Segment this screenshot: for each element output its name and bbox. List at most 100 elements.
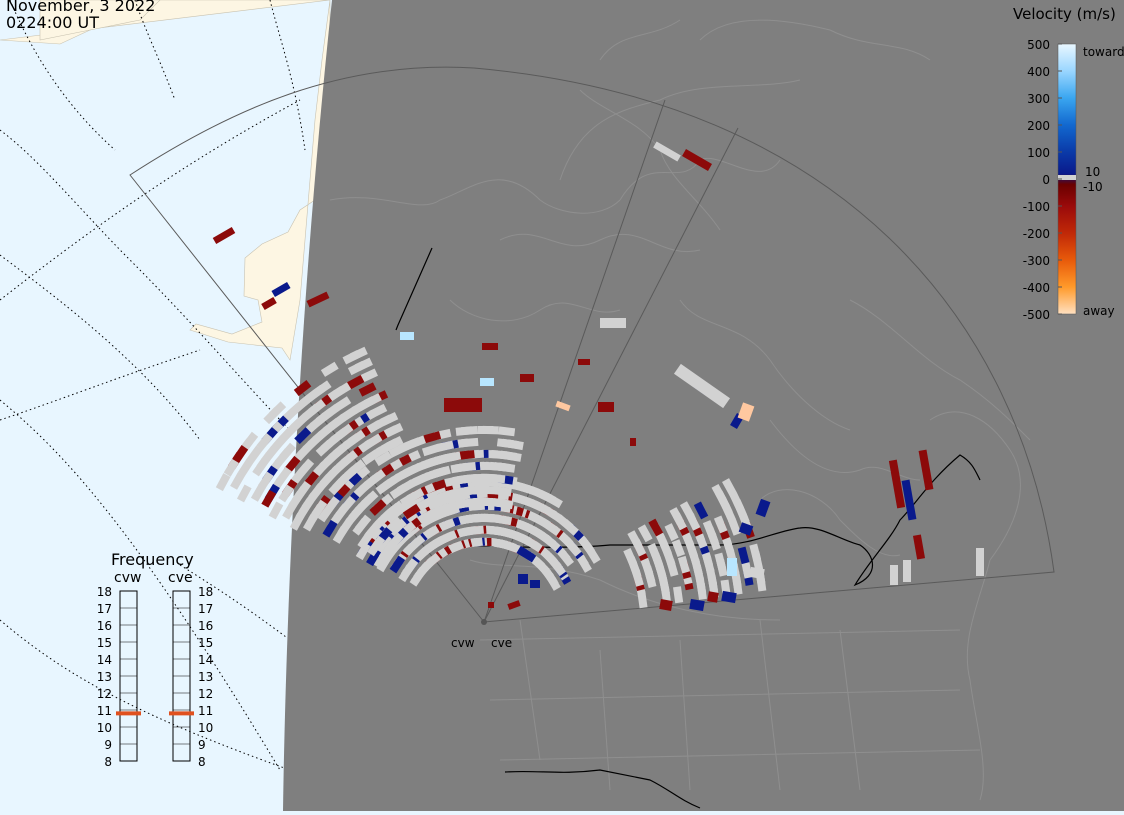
scatter-cell [912, 534, 926, 560]
scatter-cell [669, 507, 685, 525]
velocity-zero-band [1058, 175, 1076, 180]
velocity-tick-label: 200 [1027, 119, 1050, 133]
scatter-cell [398, 564, 414, 583]
scatter-cell [389, 483, 408, 500]
scatter-cell [741, 561, 753, 579]
scatter-cell [520, 374, 534, 382]
scatter-cell [342, 350, 361, 365]
frequency-tick-right: 17 [198, 602, 213, 616]
scatter-cell [737, 402, 755, 422]
scatter-cell [647, 542, 661, 561]
scatter-cell [556, 514, 574, 531]
scatter-cell [498, 426, 516, 437]
scatter-cell [664, 523, 679, 542]
frequency-radar-cvw: cvw [114, 570, 141, 586]
scatter-cell [749, 543, 762, 562]
frequency-tick-right: 8 [198, 755, 206, 769]
scatter-cell [727, 517, 742, 536]
frequency-tick-left: 15 [97, 636, 112, 650]
night-region [283, 0, 1124, 811]
scatter-cell [444, 398, 482, 412]
scatter-cell [346, 374, 365, 390]
scatter-cell [436, 440, 455, 452]
scatter-cell [516, 546, 535, 562]
scatter-cell [444, 475, 462, 487]
scatter-cell [901, 479, 917, 521]
scatter-cell [361, 449, 380, 466]
frequency-tick-right: 15 [198, 636, 213, 650]
scatter-cell [480, 378, 494, 386]
scatter-cell [215, 473, 231, 492]
scatter-cell [673, 586, 684, 604]
scatter-cell [671, 539, 686, 558]
scatter-cell [729, 492, 744, 510]
scatter-cell [648, 518, 664, 537]
frequency-tick-left: 17 [97, 602, 112, 616]
scatter-cell [223, 458, 239, 477]
frequency-tick-left: 18 [97, 585, 112, 599]
scatter-cell [320, 361, 339, 377]
velocity-threshold-neg: -10 [1083, 180, 1103, 194]
scatter-cell [637, 591, 648, 609]
frequency-tick-left: 16 [97, 619, 112, 633]
scatter-cell [322, 519, 338, 538]
scatter-cell [540, 518, 559, 535]
scatter-cell [268, 501, 284, 520]
scatter-cell [450, 462, 468, 474]
scatter-cell [315, 439, 333, 457]
scatter-cell [544, 506, 563, 523]
scatter-cell [530, 580, 540, 588]
frequency-tick-right: 13 [198, 670, 213, 684]
scatter-cell [261, 296, 277, 311]
radar-label-cve: cve [491, 636, 512, 650]
scatter-cell [888, 459, 906, 509]
scatter-cell [737, 546, 750, 565]
scatter-cell [485, 461, 503, 471]
scatter-cell [306, 291, 330, 308]
scatter-cell [399, 491, 418, 507]
scatter-cell [600, 318, 626, 328]
scatter-cell [366, 548, 382, 567]
scatter-cell [250, 483, 266, 502]
scatter-cell [310, 412, 328, 430]
frequency-tick-right: 14 [198, 653, 213, 667]
scatter-cell [389, 555, 406, 574]
scatter-cell [423, 431, 442, 444]
velocity-tick-label: 100 [1027, 146, 1050, 160]
scatter-cell [230, 471, 246, 490]
frequency-tick-right: 10 [198, 721, 213, 735]
velocity-tick-label: -100 [1023, 200, 1050, 214]
scatter-cell [689, 598, 705, 612]
scatter-cell [488, 602, 494, 608]
frequency-tick-left: 11 [97, 704, 112, 718]
scatter-cell [707, 591, 719, 603]
scatter-cell [682, 149, 712, 171]
scatter-cell [627, 530, 643, 549]
frequency-title: Frequency [111, 550, 194, 569]
frequency-tick-right: 16 [198, 619, 213, 633]
frequency-tick-right: 9 [198, 738, 206, 752]
scatter-cell [357, 531, 374, 550]
scatter-cell [477, 425, 494, 435]
scatter-cell [578, 359, 590, 365]
frequency-tick-left: 8 [104, 755, 112, 769]
scatter-cell [360, 368, 378, 383]
scatter-cell [303, 513, 318, 532]
scatter-cell [890, 565, 898, 585]
frequency-tick-left: 9 [104, 738, 112, 752]
scatter-cell [555, 400, 571, 412]
scatter-cell [714, 552, 727, 571]
velocity-tick-label: -200 [1023, 227, 1050, 241]
scatter-cell [749, 566, 765, 580]
scatter-cell [373, 550, 389, 569]
scatter-cell [439, 501, 458, 514]
velocity-tick-label: -300 [1023, 254, 1050, 268]
scatter-cell [653, 141, 681, 162]
scatter-cell [256, 433, 273, 451]
scatter-cell [630, 438, 636, 446]
scatter-cell [598, 402, 614, 412]
scatter-cell [261, 489, 277, 508]
scatter-cell [274, 448, 292, 466]
